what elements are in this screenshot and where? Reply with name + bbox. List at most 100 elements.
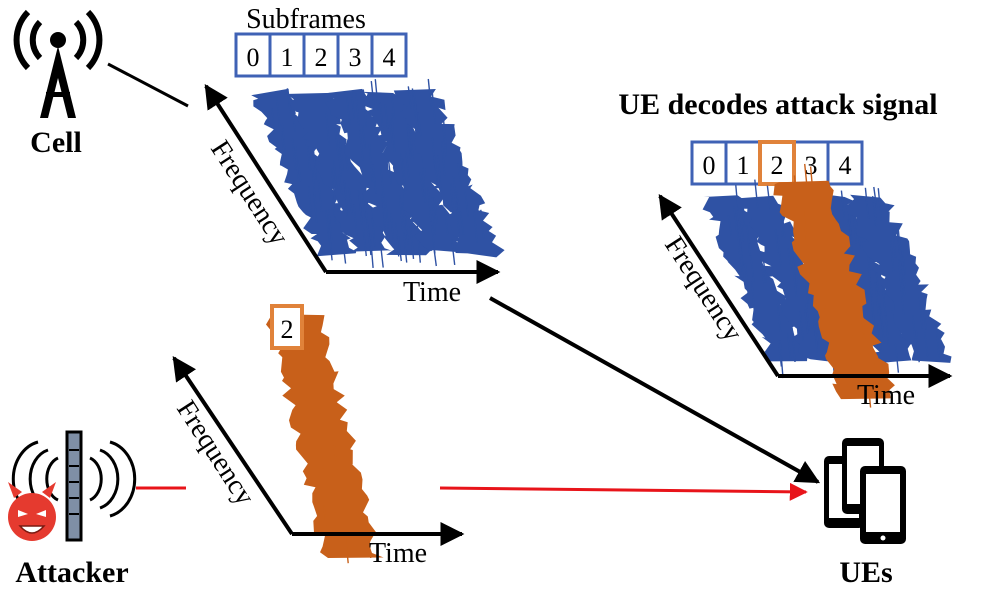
subframe-band-0-spike — [306, 135, 311, 171]
decoded-band-3-spike — [881, 283, 887, 316]
subframe-band-2-spike — [402, 202, 407, 241]
decoded-band-4-spike — [912, 315, 917, 349]
subframe-band-3-spike — [379, 102, 384, 132]
phones-icon — [824, 438, 906, 544]
attack-band-spike — [319, 443, 324, 469]
attack-band-spike — [316, 379, 321, 414]
subframe-band-4-spike — [437, 155, 442, 191]
subframe-band-4-spike — [457, 163, 462, 186]
decoded-band-0-spike — [733, 206, 738, 233]
subframe-band-3-spike — [370, 81, 375, 110]
subframe-band-3-spike — [419, 172, 424, 197]
decoded-band-0-spike — [777, 340, 783, 367]
subframe-band-2-spike — [381, 193, 387, 227]
subframe-band-3-spike — [374, 79, 379, 111]
decoded-attack-band-2-spike — [804, 163, 809, 194]
subframe-band-2-spike — [409, 225, 415, 259]
top-subframe-number: 0 — [247, 43, 260, 72]
decoded-subframe-box-4 — [826, 140, 864, 186]
subframe-band-1-spike — [369, 231, 374, 268]
subframe-band-0-spike — [327, 207, 333, 240]
attack-band-spike — [306, 327, 311, 353]
subframe-band-1-spike — [339, 140, 344, 171]
subframe-band-0-spike — [291, 138, 297, 170]
cell-connector-line — [107, 62, 189, 108]
attacker-antenna-icon — [11, 430, 137, 542]
subframe-band-2-spike — [359, 129, 364, 161]
decoded-attack-band-2-spike — [803, 199, 808, 229]
decoded-attack-band-2-spike — [793, 175, 799, 211]
subframe-band-0-spike — [286, 88, 291, 113]
subframe-band-1-spike — [358, 191, 363, 225]
decoded-band-3-spike — [848, 217, 853, 249]
decoded-band-1-spike — [805, 303, 810, 331]
decoded-subframe-number: 1 — [737, 151, 750, 180]
decoded-band-0-spike — [776, 303, 782, 332]
attack-band-spike — [302, 350, 307, 380]
subframe-band-2-spike — [350, 91, 356, 120]
top-subframe-number: 2 — [315, 43, 328, 72]
subframe-band-0-spike — [281, 123, 286, 156]
subframe-band-4-spike — [433, 155, 438, 181]
subframe-band-2-spike — [355, 93, 360, 126]
subframe-band-3-spike — [406, 122, 412, 159]
subframe-band-2-spike — [403, 231, 408, 263]
subframe-band-0-spike — [331, 195, 337, 224]
subframe-band-4-spike — [441, 140, 446, 176]
cell-signal-chart: Frequency Time — [204, 78, 505, 308]
subframe-band-2-spike — [387, 159, 393, 185]
subframe-band-0-spike — [291, 104, 296, 132]
decoded-band-1-spike — [793, 257, 799, 289]
time-axis-label: Time — [403, 277, 461, 308]
subframe-band-2-spike — [390, 211, 395, 245]
decoded-band-0-spike — [787, 333, 792, 360]
subframe-band-0-spike — [312, 149, 318, 180]
decoded-band-1-spike — [766, 185, 772, 211]
subframe-band-3-spike — [433, 197, 438, 224]
subframe-band-3-spike — [444, 208, 449, 235]
decoded-attack-band-2-spike — [850, 365, 855, 393]
top-subframe-box-1 — [268, 32, 306, 78]
decoded-band-0-spike — [751, 281, 756, 318]
subframe-band-1-spike — [334, 128, 339, 155]
decoded-attack-band-2-spike — [866, 378, 872, 408]
subframe-band-2-spike — [384, 199, 390, 229]
decoded-band-1-spike — [814, 321, 820, 349]
attack-subframe-number: 2 — [281, 315, 294, 344]
decoded-subframe-number: 3 — [805, 151, 818, 180]
decoded-band-0-spike — [744, 263, 749, 295]
decoded-attack-band-2-spike — [813, 275, 819, 306]
attack-signal-waves — [266, 307, 384, 564]
decoded-band-4-spike — [889, 240, 895, 272]
subframe-band-3-spike — [402, 158, 407, 194]
decoded-band-3-spike — [879, 307, 885, 339]
subframe-band-4-spike — [417, 112, 422, 137]
decoded-attack-band-2-spike — [821, 283, 826, 309]
decoded-band-0-spike — [779, 340, 784, 379]
subframe-band-3-spike — [427, 187, 432, 222]
decoded-attack-band-2-spike — [865, 337, 870, 366]
decoded-band-3-spike — [894, 343, 900, 373]
subframe-band-0-spike — [280, 131, 286, 160]
subframe-band-0-spike — [311, 167, 317, 205]
decoded-band-3-spike — [884, 309, 890, 348]
subframe-band-1-spike — [379, 240, 384, 268]
subframe-band-0-spike — [325, 210, 330, 241]
subframe-band-4-spike — [473, 211, 478, 243]
subframe-band-4-spike — [459, 211, 465, 235]
decoded-attack-band-2-spike — [809, 166, 815, 201]
decoded-band-0-spike — [727, 215, 733, 237]
decoded-band-4-spike — [915, 330, 920, 363]
decoded-band-0-spike — [740, 220, 745, 242]
decoded-attack-band-2-spike — [848, 305, 853, 338]
decoded-signal-waves — [702, 163, 952, 408]
decoded-band-4-spike — [918, 294, 923, 330]
subframe-band-2-spike — [361, 124, 367, 150]
attack-band-spike — [305, 434, 311, 469]
decoded-band-4-spike — [901, 251, 907, 275]
attack-band-spike — [334, 395, 340, 431]
decoded-band-4-spike — [922, 304, 927, 330]
subframe-band-2-spike — [362, 89, 367, 127]
decoded-band-3-spike — [870, 281, 875, 322]
